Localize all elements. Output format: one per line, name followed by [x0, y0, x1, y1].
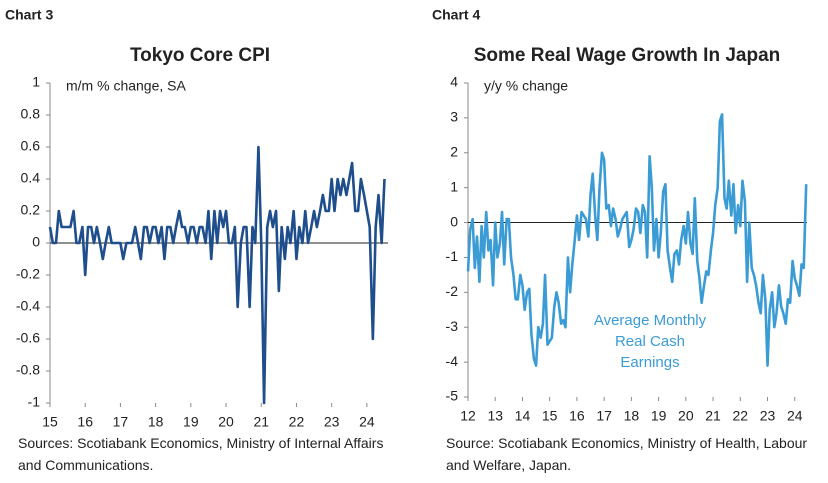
y-tick-label: 0	[450, 213, 458, 229]
x-tick-label: 20	[678, 408, 694, 424]
y-tick-label: -1	[446, 248, 459, 264]
x-tick-label: 18	[624, 408, 640, 424]
x-tick-label: 22	[289, 414, 305, 430]
x-tick-label: 20	[218, 414, 234, 430]
y-tick-label: -4	[446, 353, 459, 369]
y-tick-label: -0.6	[16, 330, 40, 346]
y-tick-label: -1	[28, 394, 41, 410]
y-tick-label: 1	[450, 178, 458, 194]
y-tick-label: 1	[32, 74, 40, 90]
series-annotation: Average Monthly Real Cash Earnings	[593, 312, 707, 371]
x-tick-label: 15	[42, 414, 58, 430]
x-tick-label: 23	[760, 408, 776, 424]
x-tick-label: 24	[787, 408, 803, 424]
y-tick-label: -5	[446, 388, 459, 404]
chart-label: Chart 4	[432, 7, 480, 23]
y-tick-label: -0.4	[16, 298, 40, 314]
chart-label: Chart 3	[5, 7, 53, 23]
source-note: Sources: Scotiabank Economics, Ministry …	[18, 435, 384, 473]
x-tick-label: 16	[77, 414, 93, 430]
y-axis-label: y/y % change	[484, 78, 568, 94]
y-tick-label: 0.4	[21, 170, 41, 186]
y-tick-label: 0.2	[21, 202, 41, 218]
x-tick-label: 23	[324, 414, 340, 430]
x-tick-label: 16	[569, 408, 585, 424]
x-tick-label: 14	[515, 408, 531, 424]
y-tick-label: -0.2	[16, 266, 40, 282]
chart-title: Tokyo Core CPI	[130, 45, 270, 66]
x-tick-label: 17	[596, 408, 612, 424]
y-tick-label: 0.8	[21, 106, 41, 122]
x-tick-label: 22	[733, 408, 749, 424]
y-tick-label: -2	[446, 283, 459, 299]
x-tick-label: 24	[359, 414, 375, 430]
y-tick-label: 3	[450, 109, 458, 125]
x-tick-label: 19	[183, 414, 199, 430]
y-tick-label: 2	[450, 143, 458, 159]
data-line	[466, 113, 808, 367]
chart-title: Some Real Wage Growth In Japan	[474, 45, 781, 66]
x-tick-label: 17	[113, 414, 129, 430]
y-tick-label: 4	[450, 74, 458, 90]
x-tick-label: 21	[705, 408, 721, 424]
x-tick-label: 12	[460, 408, 476, 424]
x-tick-label: 21	[253, 414, 269, 430]
y-axis-label: m/m % change, SA	[66, 78, 186, 94]
y-tick-label: -0.8	[16, 362, 40, 378]
source-note: Source: Scotiabank Economics, Ministry o…	[446, 435, 808, 473]
x-tick-label: 15	[542, 408, 558, 424]
x-tick-label: 18	[148, 414, 164, 430]
y-tick-label: -3	[446, 318, 459, 334]
y-tick-label: 0.6	[21, 138, 41, 154]
data-line	[48, 145, 386, 405]
x-tick-label: 19	[651, 408, 667, 424]
x-tick-label: 13	[487, 408, 503, 424]
y-tick-label: 0	[32, 234, 40, 250]
